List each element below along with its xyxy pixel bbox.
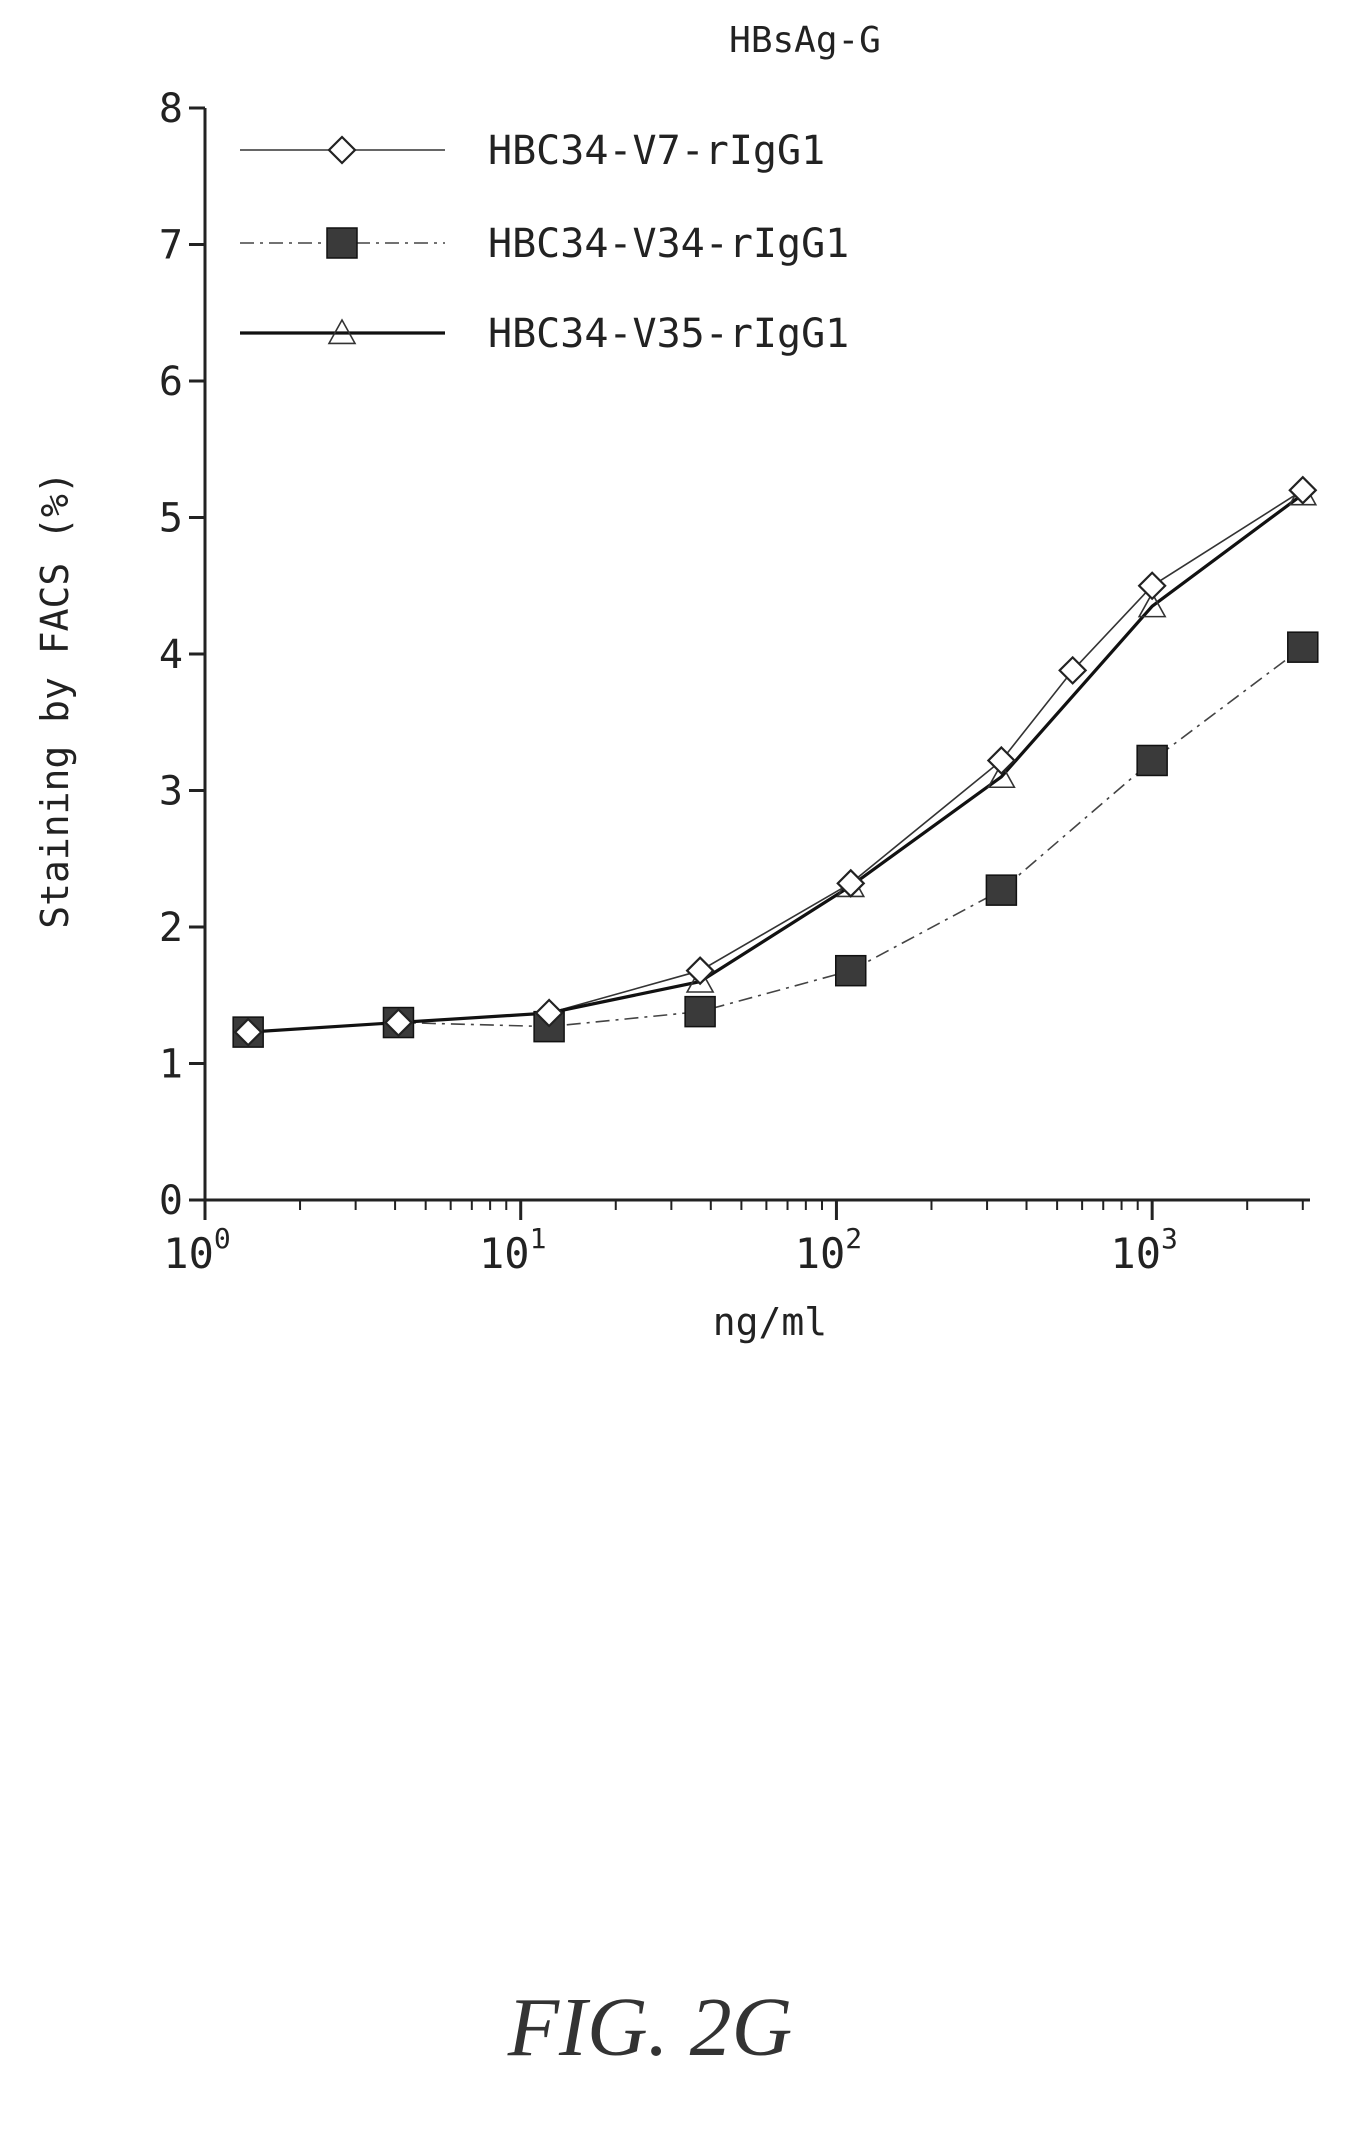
x-tick-label: 101 [479,1222,546,1278]
legend-item-3: HBC34-V35-rIgG1 [240,311,849,357]
data-point-square [684,995,716,1028]
data-point-diamond [1288,475,1318,505]
data-point-diamond [986,745,1016,776]
series-layer [232,475,1319,1048]
legend-label: HBC34-V7-rIgG1 [488,128,825,174]
data-point-square [326,227,358,259]
y-tick-label: 2 [159,905,183,951]
chart-title: HBsAg-G [729,20,881,61]
x-tick-label: 103 [1110,1222,1177,1278]
x-axis: 100 101 102 103 [163,1198,1310,1278]
y-tick-label: 3 [159,769,183,815]
data-point-triangle [987,762,1016,789]
data-point-diamond [1137,571,1167,601]
legend-label: HBC34-V35-rIgG1 [488,311,849,357]
data-point-square [1287,631,1319,663]
legend-label: HBC34-V34-rIgG1 [488,221,849,267]
x-axis-label: ng/ml [713,1300,827,1344]
legend: HBC34-V7-rIgG1 HBC34-V34-rIgG1 HBC34-V35-r… [240,128,849,357]
legend-item-2: HBC34-V34-rIgG1 [240,221,849,267]
y-tick-label: 5 [159,496,183,542]
y-tick-label: 4 [159,632,183,678]
data-point-triangle [327,318,357,345]
data-point-diamond [836,868,866,898]
data-point-diamond [1058,655,1088,685]
x-tick-label: 102 [795,1222,862,1278]
y-tick-label: 8 [159,86,183,132]
series-line [248,646,1304,1033]
y-axis-label: Staining by FACS (%) [33,471,77,929]
y-axis: 0 1 2 3 4 5 6 7 8 [159,86,207,1224]
data-point-square [985,874,1018,906]
data-point-diamond [327,135,357,165]
series-line [248,493,1304,1034]
figure-label: FIG. 2G [507,1981,793,2074]
series-2 [248,646,1304,1033]
data-point-diamond [534,998,564,1028]
y-tick-label: 1 [159,1042,183,1088]
data-point-diamond [383,1007,414,1038]
data-point-square [1136,744,1168,777]
data-point-diamond [233,1017,263,1047]
data-point-triangle [1137,591,1167,618]
data-point-square [834,954,867,987]
series-2-markers [232,631,1319,1048]
series-3 [248,493,1304,1034]
y-tick-label: 7 [159,223,183,269]
data-point-triangle [685,966,715,993]
y-tick-label: 0 [159,1178,183,1224]
legend-item-1: HBC34-V7-rIgG1 [240,128,825,174]
y-tick-label: 6 [159,359,183,405]
x-tick-label: 100 [163,1222,230,1278]
series-1-markers [233,475,1318,1047]
data-point-diamond [685,956,715,986]
